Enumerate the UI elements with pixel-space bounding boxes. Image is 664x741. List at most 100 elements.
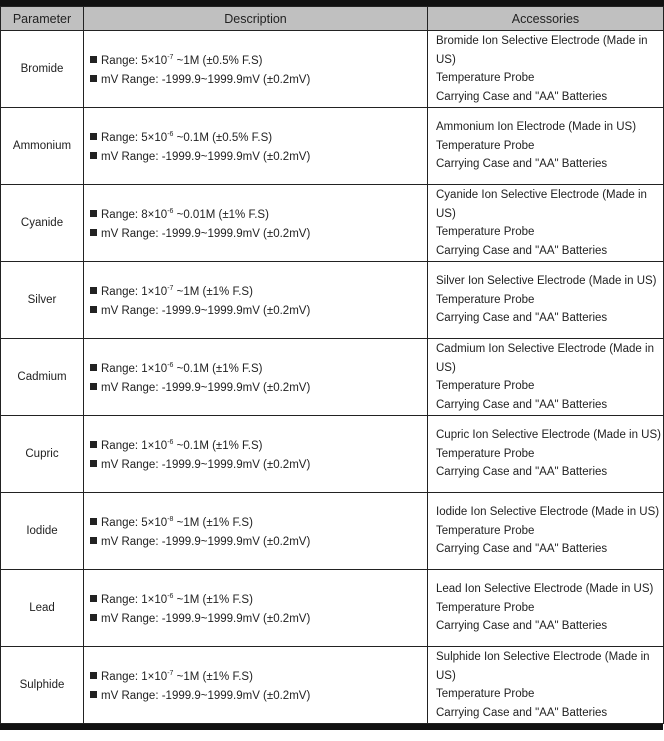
range-line: Range: 1×10-6 ~1M (±1% F.S): [90, 587, 427, 610]
accessory-item: Iodide Ion Selective Electrode (Made in …: [436, 506, 660, 519]
bullet-icon: [90, 228, 97, 236]
header-description: Description: [83, 6, 428, 31]
range-exponent: -8: [167, 516, 174, 524]
bullet-icon: [90, 132, 97, 140]
range-text: Range: 1×10: [101, 439, 168, 452]
range-suffix: ~0.1M (±1% F.S): [173, 362, 263, 375]
table-row: Bromide Range: 5×10-7 ~1M (±0.5% F.S) mV R…: [0, 30, 664, 108]
mv-range-line: mV Range: -1999.9~1999.9mV (±0.2mV): [90, 379, 427, 398]
range-text: Range: 5×10: [101, 131, 168, 144]
table-row: Lead Range: 1×10-6 ~1M (±1% F.S) mV Range:…: [0, 569, 664, 647]
range-suffix: ~1M (±0.5% F.S): [173, 54, 263, 67]
bullet-icon: [90, 363, 97, 371]
accessories-cell: Lead Ion Selective Electrode (Made in US…: [427, 569, 664, 647]
mv-range-line: mV Range: -1999.9~1999.9mV (±0.2mV): [90, 302, 427, 321]
parameter-cell: Lead: [0, 569, 84, 647]
accessories-cell: Sulphide Ion Selective Electrode (Made i…: [427, 646, 664, 724]
bullet-icon: [90, 671, 97, 679]
bullet-icon: [90, 151, 97, 159]
mv-range-text: mV Range: -1999.9~1999.9mV (±0.2mV): [101, 612, 311, 625]
accessory-item: Temperature Probe: [436, 293, 535, 306]
accessory-item: Temperature Probe: [436, 139, 535, 152]
table-row: Ammonium Range: 5×10-6 ~0.1M (±0.5% F.S) m…: [0, 107, 664, 185]
parameter-name: Cupric: [25, 448, 59, 460]
parameter-cell: Sulphide: [0, 646, 84, 724]
accessory-item: Bromide Ion Selective Electrode (Made in…: [436, 35, 648, 66]
table-row: Cadmium Range: 1×10-6 ~0.1M (±1% F.S) mV R…: [0, 338, 664, 416]
mv-range-text: mV Range: -1999.9~1999.9mV (±0.2mV): [101, 458, 311, 471]
range-text: Range: 1×10: [101, 285, 168, 298]
accessory-item: Carrying Case and "AA" Batteries: [436, 466, 608, 479]
range-line: Range: 1×10-7 ~1M (±1% F.S): [90, 664, 427, 687]
description-cell: Range: 1×10-6 ~0.1M (±1% F.S) mV Range: -…: [83, 415, 428, 493]
range-line: Range: 5×10-6 ~0.1M (±0.5% F.S): [90, 125, 427, 148]
description-cell: Range: 1×10-7 ~1M (±1% F.S) mV Range: -19…: [83, 646, 428, 724]
range-exponent: -6: [167, 131, 174, 139]
bullet-icon: [90, 55, 97, 63]
bullet-icon: [90, 209, 97, 217]
bullet-icon: [90, 440, 97, 448]
range-exponent: -7: [167, 285, 174, 293]
mv-range-text: mV Range: -1999.9~1999.9mV (±0.2mV): [101, 535, 311, 548]
range-line: Range: 5×10-8 ~1M (±1% F.S): [90, 510, 427, 533]
table-row: Iodide Range: 5×10-8 ~1M (±1% F.S) mV Rang…: [0, 492, 664, 570]
accessory-item: Carrying Case and "AA" Batteries: [436, 158, 608, 171]
mv-range-line: mV Range: -1999.9~1999.9mV (±0.2mV): [90, 456, 427, 475]
accessory-item: Lead Ion Selective Electrode (Made in US…: [436, 583, 654, 596]
header-row: Parameter Description Accessories: [0, 6, 664, 31]
range-text: Range: 5×10: [101, 516, 168, 529]
range-exponent: -7: [167, 670, 174, 678]
accessory-item: Carrying Case and "AA" Batteries: [436, 706, 608, 719]
accessories-cell: Cupric Ion Selective Electrode (Made in …: [427, 415, 664, 493]
range-suffix: ~1M (±1% F.S): [173, 516, 253, 529]
parameter-name: Sulphide: [19, 679, 65, 691]
accessory-item: Temperature Probe: [436, 380, 535, 392]
accessories-cell: Ammonium Ion Electrode (Made in US) Tempe…: [427, 107, 664, 185]
range-line: Range: 8×10-6 ~0.01M (±1% F.S): [90, 202, 427, 225]
range-suffix: ~0.1M (±0.5% F.S): [173, 131, 273, 144]
parameter-name: Iodide: [26, 525, 58, 537]
accessory-item: Cupric Ion Selective Electrode (Made in …: [436, 429, 661, 442]
mv-range-line: mV Range: -1999.9~1999.9mV (±0.2mV): [90, 687, 427, 706]
description-cell: Range: 5×10-6 ~0.1M (±0.5% F.S) mV Range:…: [83, 107, 428, 185]
table-row: Silver Range: 1×10-7 ~1M (±1% F.S) mV Rang…: [0, 261, 664, 339]
table-row: Cyanide Range: 8×10-6 ~0.01M (±1% F.S) mV …: [0, 184, 664, 262]
accessory-item: Cyanide Ion Selective Electrode (Made in…: [436, 189, 647, 220]
range-exponent: -6: [167, 439, 174, 447]
range-text: Range: 5×10: [101, 54, 168, 67]
accessory-item: Ammonium Ion Electrode (Made in US): [436, 121, 637, 134]
range-line: Range: 1×10-6 ~0.1M (±1% F.S): [90, 356, 427, 379]
accessory-item: Sulphide Ion Selective Electrode (Made i…: [436, 651, 650, 682]
parameter-name: Cyanide: [20, 217, 64, 229]
spec-table: Parameter Description Accessories Bromid…: [0, 6, 664, 724]
range-text: Range: 1×10: [101, 362, 168, 375]
table-row: Cupric Range: 1×10-6 ~0.1M (±1% F.S) mV Ra…: [0, 415, 664, 493]
bullet-icon: [90, 74, 97, 82]
accessory-item: Temperature Probe: [436, 447, 535, 460]
mv-range-line: mV Range: -1999.9~1999.9mV (±0.2mV): [90, 610, 427, 629]
bullet-icon: [90, 517, 97, 525]
accessory-item: Temperature Probe: [436, 601, 535, 614]
mv-range-text: mV Range: -1999.9~1999.9mV (±0.2mV): [101, 304, 311, 317]
parameter-name: Ammonium: [12, 140, 72, 152]
range-text: Range: 1×10: [101, 670, 168, 683]
description-cell: Range: 5×10-7 ~1M (±0.5% F.S) mV Range: -…: [83, 30, 428, 108]
bottom-border: [0, 724, 663, 730]
description-cell: Range: 1×10-6 ~1M (±1% F.S) mV Range: -19…: [83, 569, 428, 647]
bullet-icon: [90, 536, 97, 544]
parameter-cell: Cupric: [0, 415, 84, 493]
range-suffix: ~0.1M (±1% F.S): [173, 439, 263, 452]
range-exponent: -6: [167, 208, 174, 216]
header-parameter: Parameter: [0, 6, 84, 31]
accessories-cell: Cyanide Ion Selective Electrode (Made in…: [427, 184, 664, 262]
mv-range-text: mV Range: -1999.9~1999.9mV (±0.2mV): [101, 381, 311, 394]
range-line: Range: 5×10-7 ~1M (±0.5% F.S): [90, 48, 427, 71]
range-text: Range: 8×10: [101, 208, 168, 221]
accessory-item: Silver Ion Selective Electrode (Made in …: [436, 275, 657, 288]
top-border: [0, 0, 664, 6]
mv-range-text: mV Range: -1999.9~1999.9mV (±0.2mV): [101, 227, 311, 240]
description-cell: Range: 1×10-6 ~0.1M (±1% F.S) mV Range: -…: [83, 338, 428, 416]
bullet-icon: [90, 613, 97, 621]
header-accessories: Accessories: [427, 6, 664, 31]
mv-range-line: mV Range: -1999.9~1999.9mV (±0.2mV): [90, 148, 427, 167]
